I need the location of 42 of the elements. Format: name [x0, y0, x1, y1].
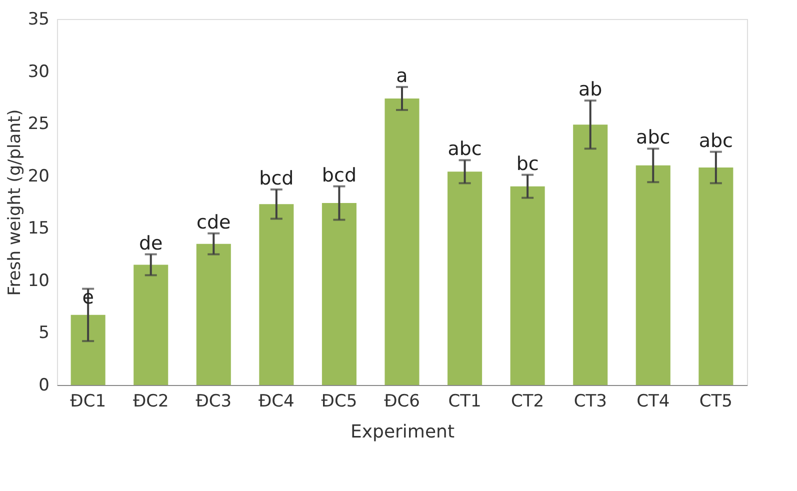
- x-axis-title: Experiment: [350, 422, 455, 442]
- bar: [510, 186, 545, 385]
- annotation: bcd: [322, 164, 357, 186]
- x-tick-label: CT1: [448, 392, 482, 412]
- y-tick-label: 10: [28, 270, 50, 291]
- bar: [322, 203, 356, 385]
- annotation: bcd: [259, 167, 294, 190]
- x-tick-label: ĐC5: [321, 392, 358, 412]
- bar: [70, 314, 106, 385]
- y-tick-label: 35: [28, 10, 50, 30]
- x-tick-label: ĐC2: [132, 392, 169, 412]
- y-tick-label: 15: [28, 218, 50, 239]
- y-tick-label: 30: [28, 62, 50, 82]
- x-tick-label: CT5: [699, 392, 732, 412]
- annotation: abc: [448, 138, 482, 160]
- bar: [259, 204, 294, 385]
- annotation: abc: [698, 130, 733, 152]
- y-tick-label: 20: [28, 166, 50, 186]
- x-tick-label: CT4: [636, 392, 670, 412]
- bar: [636, 165, 670, 385]
- bar: [698, 167, 734, 385]
- annotation: a: [396, 64, 408, 87]
- bar: [573, 124, 608, 385]
- bar: [134, 264, 168, 385]
- y-axis-title: Fresh weight (g/plant): [4, 109, 25, 296]
- x-tick-label: ĐC1: [70, 392, 106, 412]
- x-tick-label: CT3: [574, 392, 607, 412]
- y-tick-label: 25: [28, 114, 50, 134]
- annotation: cde: [196, 211, 231, 234]
- y-tick-label: 0: [38, 376, 50, 396]
- y-tick-label: 5: [38, 323, 50, 344]
- bar: [448, 172, 482, 385]
- bar: [196, 244, 231, 385]
- x-tick-label: ĐC3: [196, 392, 232, 412]
- x-tick-label: CT2: [511, 392, 544, 412]
- x-tick-label: ĐC6: [384, 392, 420, 412]
- bar: [384, 98, 420, 385]
- x-tick-label: ĐC4: [258, 392, 294, 412]
- annotation: ab: [578, 78, 602, 101]
- annotation: de: [138, 232, 163, 254]
- annotation: bc: [516, 152, 539, 175]
- annotation: abc: [636, 126, 670, 149]
